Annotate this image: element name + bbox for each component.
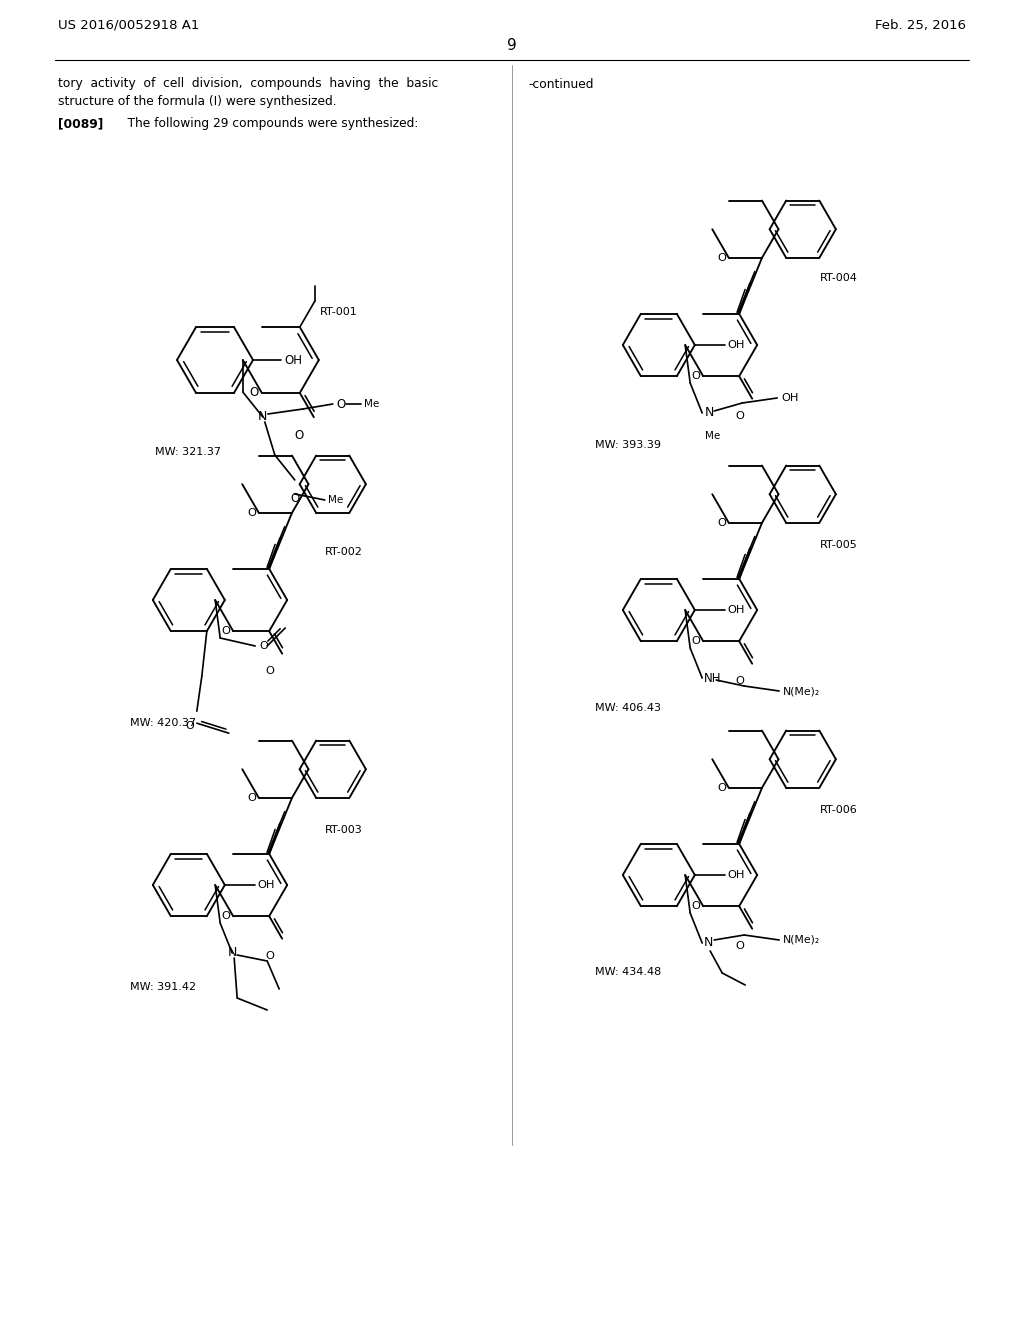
- Text: Feb. 25, 2016: Feb. 25, 2016: [874, 18, 966, 32]
- Text: O: O: [691, 636, 700, 647]
- Text: RT-001: RT-001: [319, 308, 357, 317]
- Text: O: O: [265, 665, 274, 676]
- Text: O: O: [691, 371, 700, 381]
- Text: O: O: [295, 429, 304, 442]
- Text: MW: 391.42: MW: 391.42: [130, 982, 197, 993]
- Text: O: O: [259, 642, 268, 651]
- Text: [0089]: [0089]: [58, 117, 103, 131]
- Text: O: O: [717, 517, 726, 528]
- Text: N(Me)₂: N(Me)₂: [783, 686, 820, 696]
- Text: MW: 420.37: MW: 420.37: [130, 718, 197, 729]
- Text: 9: 9: [507, 37, 517, 53]
- Text: MW: 321.37: MW: 321.37: [155, 447, 221, 457]
- Text: structure of the formula (I) were synthesized.: structure of the formula (I) were synthe…: [58, 95, 337, 108]
- Text: Me: Me: [364, 399, 379, 409]
- Text: O: O: [265, 950, 274, 961]
- Text: O: O: [717, 253, 726, 263]
- Text: O: O: [185, 721, 194, 731]
- Text: OH: OH: [258, 880, 275, 890]
- Text: O: O: [250, 387, 259, 400]
- Text: OH: OH: [728, 341, 745, 350]
- Text: RT-004: RT-004: [820, 273, 858, 282]
- Text: N: N: [258, 411, 267, 424]
- Text: N(Me)₂: N(Me)₂: [783, 935, 820, 945]
- Text: O: O: [221, 626, 230, 636]
- Text: MW: 434.48: MW: 434.48: [595, 968, 662, 977]
- Text: Me: Me: [706, 432, 721, 441]
- Text: OH: OH: [284, 354, 302, 367]
- Text: O: O: [717, 783, 726, 793]
- Text: O: O: [735, 676, 744, 685]
- Text: RT-002: RT-002: [325, 546, 362, 557]
- Text: MW: 393.39: MW: 393.39: [595, 440, 662, 450]
- Text: RT-005: RT-005: [820, 540, 858, 550]
- Text: tory  activity  of  cell  division,  compounds  having  the  basic: tory activity of cell division, compound…: [58, 78, 438, 91]
- Text: The following 29 compounds were synthesized:: The following 29 compounds were synthesi…: [112, 117, 419, 131]
- Text: US 2016/0052918 A1: US 2016/0052918 A1: [58, 18, 200, 32]
- Text: MW: 406.43: MW: 406.43: [595, 704, 662, 713]
- Text: O: O: [221, 911, 230, 921]
- Text: N: N: [705, 936, 714, 949]
- Text: RT-006: RT-006: [820, 805, 858, 814]
- Text: O: O: [337, 397, 346, 411]
- Text: O: O: [735, 941, 744, 950]
- Text: O: O: [735, 411, 744, 421]
- Text: OH: OH: [781, 393, 799, 403]
- Text: Me: Me: [328, 495, 343, 506]
- Text: NH: NH: [705, 672, 722, 685]
- Text: O: O: [691, 902, 700, 911]
- Text: O: O: [247, 793, 256, 803]
- Text: OH: OH: [728, 870, 745, 880]
- Text: O: O: [247, 508, 256, 517]
- Text: -continued: -continued: [528, 78, 594, 91]
- Text: OH: OH: [728, 605, 745, 615]
- Text: N: N: [227, 946, 237, 960]
- Text: RT-003: RT-003: [325, 825, 362, 836]
- Text: O: O: [290, 492, 299, 506]
- Text: N: N: [706, 407, 715, 420]
